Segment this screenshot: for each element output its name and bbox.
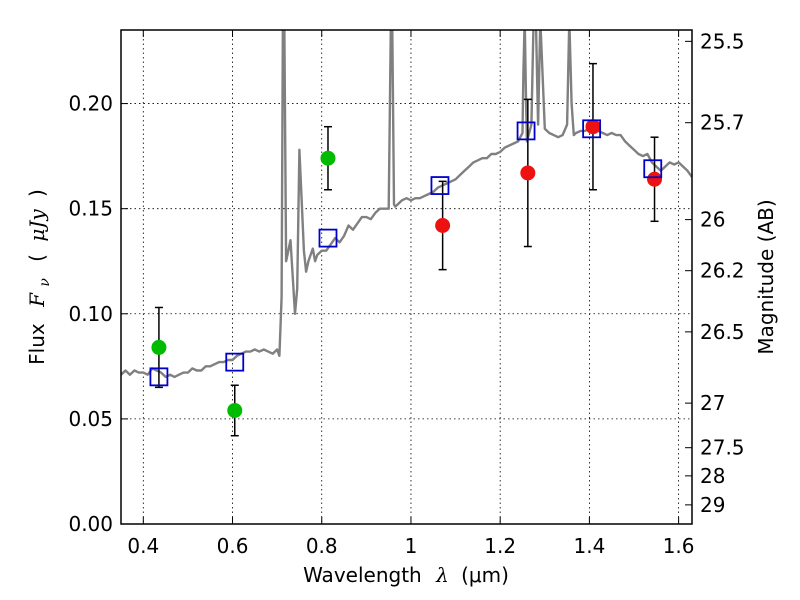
x-axis-label-text: Wavelength <box>303 563 422 587</box>
y-axis-label-text: Flux <box>25 323 49 365</box>
y2-tick-label: 28 <box>700 464 725 488</box>
x-tick-label: 1.2 <box>484 534 516 558</box>
y2-tick-label: 26.5 <box>700 320 745 344</box>
model-photometry-square <box>318 228 338 248</box>
model-photometry-square <box>225 352 245 372</box>
model-photometry-square <box>516 121 536 141</box>
x-tick-label: 0.8 <box>306 534 338 558</box>
y-tick-label: 0.15 <box>68 197 113 221</box>
model-photometry-square <box>430 176 450 195</box>
y-axis-label-open: ( <box>25 254 49 262</box>
y2-tick-label: 27 <box>700 391 725 415</box>
model-spectrum-line <box>121 30 692 379</box>
y-tick-label: 0.05 <box>68 407 113 431</box>
x-tick-label: 1.6 <box>663 534 695 558</box>
y-axis-label-symbol: F <box>25 292 49 308</box>
y-axis-label-unit: μJy <box>25 209 49 242</box>
y-tick-label: 0.10 <box>68 302 113 326</box>
data-point <box>647 171 663 187</box>
data-point <box>520 165 536 181</box>
model-photometry-square <box>643 159 663 179</box>
axis-ticks: 0.4 0.6 0.8 1 1.2 1.4 1.6 0.00 0.05 0.10 0.15 0.20 2… <box>68 29 744 558</box>
y2-tick-label: 27.5 <box>700 436 745 460</box>
y2-tick-label: 29 <box>700 493 725 517</box>
y2-tick-label: 26.2 <box>700 259 745 283</box>
y-axis-label: Flux F ν ( μJy ) <box>25 189 54 365</box>
y-axis-label-close: ) <box>25 189 49 197</box>
x-axis-label-unit: (μm) <box>461 563 509 587</box>
y2-tick-label: 25.5 <box>700 29 745 53</box>
y2-axis-label: Magnitude (AB) <box>754 199 778 354</box>
x-tick-label: 0.6 <box>217 534 249 558</box>
plot-frame <box>120 29 693 525</box>
x-tick-label: 1.4 <box>573 534 605 558</box>
plot-area <box>121 30 692 437</box>
x-axis-label-symbol: λ <box>435 563 449 587</box>
x-tick-label: 1 <box>405 534 418 558</box>
model-photometry-square <box>582 119 602 139</box>
x-axis-label: Wavelength λ (μm) <box>303 563 509 587</box>
data-point <box>585 119 601 135</box>
y-axis-label-subscript: ν <box>37 278 53 287</box>
y2-tick-label: 25.7 <box>700 111 745 135</box>
data-point <box>435 217 451 233</box>
y2-tick-label: 26 <box>700 208 725 232</box>
x-tick-label: 0.4 <box>127 534 159 558</box>
model-photometry-square <box>149 367 169 387</box>
y-tick-label: 0.00 <box>68 512 113 536</box>
data-point <box>151 339 167 355</box>
data-point <box>227 402 243 418</box>
y-tick-label: 0.20 <box>68 92 113 116</box>
data-point <box>320 150 336 166</box>
